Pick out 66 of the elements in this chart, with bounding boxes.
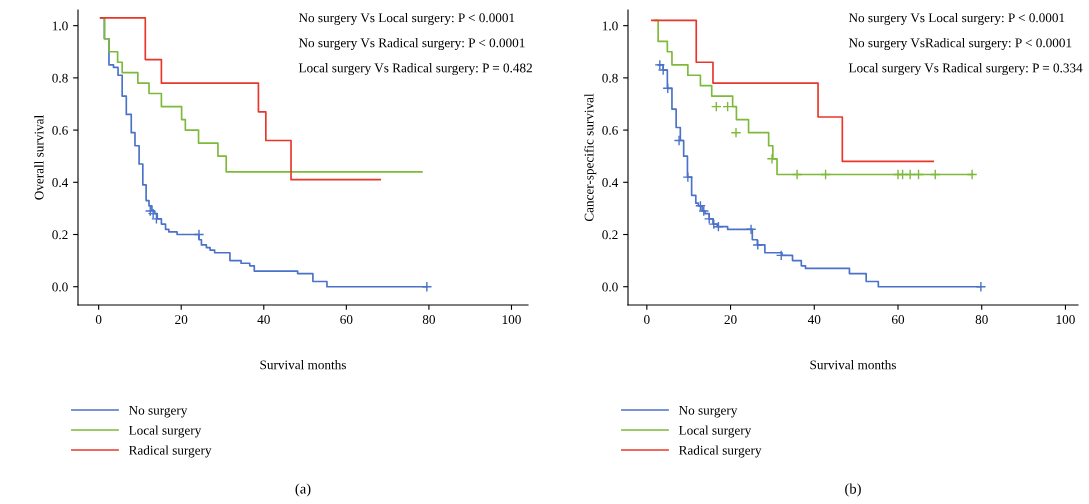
legend-label: Local surgery xyxy=(128,425,202,438)
y-tick-label: 0.6 xyxy=(52,125,68,135)
y-tick-label: 0.0 xyxy=(52,282,68,292)
annotation: Local surgery Vs Radical surgery: P = 0.482 xyxy=(298,63,532,76)
point xyxy=(698,205,710,217)
point xyxy=(913,169,924,180)
point xyxy=(820,169,831,180)
point xyxy=(713,221,724,233)
point xyxy=(673,135,685,146)
y-axis-title: Overall survival xyxy=(34,115,44,200)
x-tick-label: 40 xyxy=(807,315,821,325)
annotation: No surgery Vs Radical surgery: P < 0.0001 xyxy=(298,38,525,51)
y-tick-label: 0.4 xyxy=(52,178,69,188)
point xyxy=(682,171,694,183)
annotation: No surgery Vs Local surgery: P < 0.0001 xyxy=(298,12,515,25)
point xyxy=(703,213,715,225)
x-tick-label: 60 xyxy=(891,315,905,325)
x-axis-title: Survival months xyxy=(810,360,896,370)
annotation: Local surgery Vs Radical surgery: P = 0.334 xyxy=(848,63,1083,76)
point xyxy=(897,169,908,180)
point xyxy=(929,169,941,180)
y-tick-label: 0.6 xyxy=(602,125,618,135)
legend-label: No surgery xyxy=(678,405,738,418)
legend-label: Radical surgery xyxy=(678,445,762,458)
legend-label: Radical surgery xyxy=(128,445,212,458)
y-tick-label: 0.8 xyxy=(52,73,68,83)
text: (a) xyxy=(295,483,311,497)
point xyxy=(695,200,706,212)
point xyxy=(710,101,722,112)
point xyxy=(791,169,803,180)
x-tick-label: 20 xyxy=(724,315,737,325)
x-tick-label: 100 xyxy=(1056,315,1075,325)
y-tick-label: 0.2 xyxy=(602,230,618,240)
annotation: No surgery VsRadical surgery: P < 0.0001 xyxy=(848,38,1072,51)
point xyxy=(151,213,162,225)
point xyxy=(775,250,787,261)
x-tick-label: 40 xyxy=(257,315,270,325)
point xyxy=(722,101,733,112)
x-tick-label: 0 xyxy=(644,315,650,325)
legend-label: No surgery xyxy=(128,405,188,418)
point xyxy=(745,223,757,235)
x-tick-label: 80 xyxy=(975,315,988,325)
text: (b) xyxy=(845,483,861,497)
y-tick-label: 0.0 xyxy=(602,282,618,292)
y-tick-label: 1.0 xyxy=(52,21,68,31)
legend-label: Local surgery xyxy=(678,425,752,438)
annotation: No surgery Vs Local surgery: P < 0.0001 xyxy=(848,12,1065,25)
point xyxy=(730,127,742,139)
y-axis-title: Cancer-specific survival xyxy=(584,93,597,222)
y-tick-label: 0.2 xyxy=(52,230,68,240)
x-tick-label: 80 xyxy=(422,315,436,325)
point xyxy=(662,82,674,94)
x-tick-label: 0 xyxy=(95,315,102,325)
y-tick-label: 0.4 xyxy=(602,178,619,188)
y-tick-label: 0.8 xyxy=(602,73,618,83)
x-axis-title: Survival months xyxy=(260,360,346,370)
point xyxy=(752,239,764,251)
point xyxy=(904,169,916,180)
y-tick-label: 1.0 xyxy=(602,21,618,31)
point xyxy=(421,281,433,293)
x-tick-label: 100 xyxy=(502,315,521,325)
x-tick-label: 60 xyxy=(340,315,353,325)
point xyxy=(975,281,987,293)
x-tick-label: 20 xyxy=(175,315,188,325)
point xyxy=(966,169,978,180)
point xyxy=(193,229,205,240)
